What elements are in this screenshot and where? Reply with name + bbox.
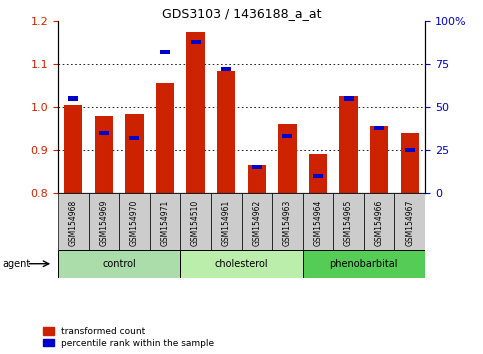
Text: cholesterol: cholesterol bbox=[214, 259, 269, 269]
Bar bbox=[252, 165, 262, 169]
Legend: transformed count, percentile rank within the sample: transformed count, percentile rank withi… bbox=[43, 327, 214, 348]
Text: GSM154967: GSM154967 bbox=[405, 200, 414, 246]
Bar bbox=[405, 148, 415, 152]
Bar bbox=[180, 193, 211, 250]
Bar bbox=[156, 84, 174, 193]
Bar bbox=[400, 133, 419, 193]
Bar bbox=[186, 32, 205, 193]
Text: GSM154510: GSM154510 bbox=[191, 200, 200, 246]
Text: control: control bbox=[102, 259, 136, 269]
Bar bbox=[217, 70, 235, 193]
Text: agent: agent bbox=[2, 259, 30, 269]
Bar bbox=[340, 96, 358, 193]
Text: GSM154962: GSM154962 bbox=[252, 200, 261, 246]
Bar bbox=[343, 96, 354, 101]
Bar bbox=[309, 154, 327, 193]
Bar bbox=[88, 193, 119, 250]
Bar bbox=[125, 114, 143, 193]
Text: phenobarbital: phenobarbital bbox=[329, 259, 398, 269]
Bar bbox=[303, 250, 425, 278]
Bar bbox=[248, 165, 266, 193]
Bar bbox=[64, 105, 83, 193]
Bar bbox=[374, 126, 384, 130]
Bar bbox=[333, 193, 364, 250]
Bar bbox=[364, 193, 395, 250]
Bar bbox=[272, 193, 303, 250]
Bar bbox=[303, 193, 333, 250]
Bar bbox=[68, 96, 78, 101]
Bar bbox=[278, 124, 297, 193]
Bar bbox=[160, 50, 170, 54]
Text: GSM154965: GSM154965 bbox=[344, 200, 353, 246]
Text: GSM154971: GSM154971 bbox=[160, 200, 170, 246]
Text: GSM154969: GSM154969 bbox=[99, 200, 108, 246]
Text: GSM154968: GSM154968 bbox=[69, 200, 78, 246]
Bar bbox=[58, 193, 88, 250]
Bar bbox=[191, 40, 200, 44]
Text: GSM154961: GSM154961 bbox=[222, 200, 231, 246]
Bar bbox=[150, 193, 180, 250]
Bar bbox=[180, 250, 303, 278]
Bar bbox=[95, 116, 113, 193]
Bar bbox=[58, 250, 180, 278]
Title: GDS3103 / 1436188_a_at: GDS3103 / 1436188_a_at bbox=[162, 7, 321, 20]
Text: GSM154966: GSM154966 bbox=[375, 200, 384, 246]
Bar bbox=[221, 67, 231, 72]
Bar bbox=[129, 136, 140, 140]
Text: GSM154970: GSM154970 bbox=[130, 200, 139, 246]
Bar bbox=[99, 131, 109, 135]
Bar bbox=[313, 173, 323, 178]
Text: GSM154964: GSM154964 bbox=[313, 200, 323, 246]
Bar bbox=[242, 193, 272, 250]
Bar bbox=[211, 193, 242, 250]
Bar bbox=[119, 193, 150, 250]
Bar bbox=[283, 134, 292, 138]
Text: GSM154963: GSM154963 bbox=[283, 200, 292, 246]
Bar bbox=[395, 193, 425, 250]
Bar bbox=[370, 126, 388, 193]
